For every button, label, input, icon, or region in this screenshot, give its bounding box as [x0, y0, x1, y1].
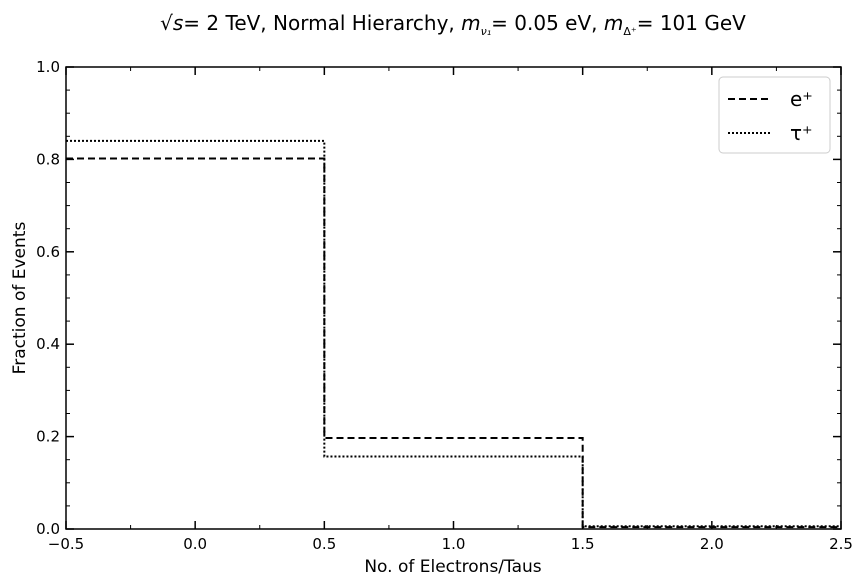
y-tick-label: 0.0 — [36, 520, 60, 538]
title-mdelta-subscript: Δ⁺ — [623, 25, 637, 38]
y-tick-label: 0.4 — [36, 335, 60, 353]
x-tick-label: 2.5 — [829, 535, 853, 553]
title-energy: = 2 TeV, Normal Hierarchy, — [183, 11, 461, 35]
title-mdelta-value: = 101 GeV — [637, 11, 746, 35]
x-tick-label: −0.5 — [48, 535, 84, 553]
x-tick-labels: −0.5 0.0 0.5 1.0 1.5 2.0 2.5 — [48, 535, 853, 553]
y-tick-labels: 0.0 0.2 0.4 0.6 0.8 1.0 — [36, 58, 60, 538]
title-mnu-subscript: ν₁ — [481, 25, 492, 38]
y-tick-label: 1.0 — [36, 58, 60, 76]
x-tick-label: 0.0 — [183, 535, 207, 553]
title-sqrt-s: √s — [160, 11, 183, 35]
x-tick-label: 2.0 — [700, 535, 724, 553]
y-tick-label: 0.8 — [36, 150, 60, 168]
y-tick-label: 0.2 — [36, 428, 60, 446]
title-mnu-symbol: m — [461, 11, 480, 35]
x-axis-label: No. of Electrons/Taus — [364, 557, 541, 577]
chart-title: √s= 2 TeV, Normal Hierarchy, mν₁= 0.05 e… — [160, 11, 746, 38]
plot-frame — [65, 66, 842, 530]
series-line-tau-plus — [66, 139, 841, 528]
legend-label-tau-plus: τ⁺ — [790, 121, 813, 145]
legend: e⁺ τ⁺ — [718, 76, 831, 154]
y-axis-label: Fraction of Events — [10, 222, 30, 375]
title-mdelta-symbol: m — [604, 11, 623, 35]
x-tick-label: 0.5 — [312, 535, 336, 553]
series-layer — [66, 139, 841, 529]
legend-box — [718, 76, 831, 154]
series-line-e-plus — [66, 157, 841, 529]
y-tick-label: 0.6 — [36, 243, 60, 261]
legend-label-e-plus: e⁺ — [790, 87, 813, 111]
x-tick-label: 1.0 — [442, 535, 466, 553]
title-mnu-value: = 0.05 eV, — [491, 11, 604, 35]
x-tick-label: 1.5 — [571, 535, 595, 553]
